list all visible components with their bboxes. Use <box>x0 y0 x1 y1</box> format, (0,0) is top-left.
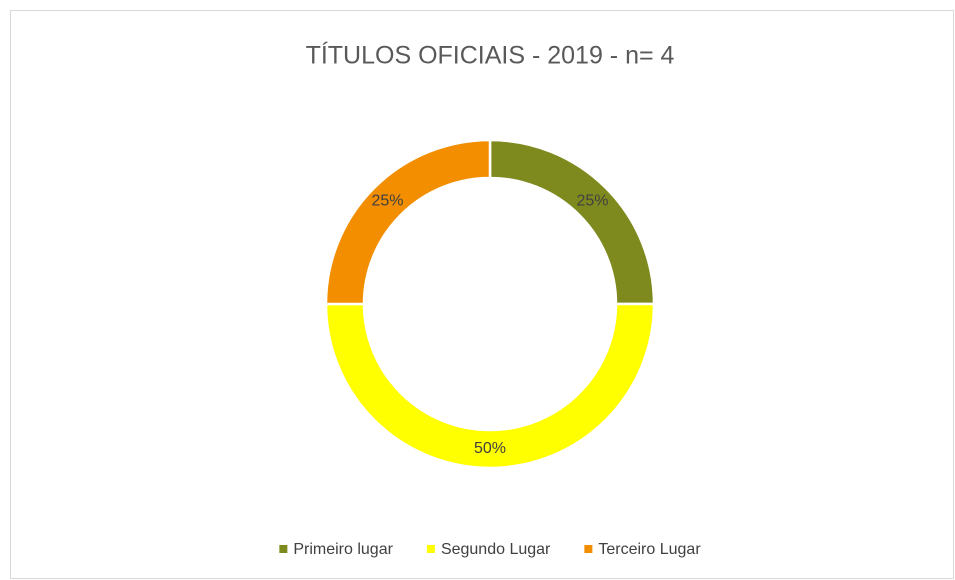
legend-label: Segundo Lugar <box>441 541 551 558</box>
chart-frame <box>10 10 954 579</box>
legend-label: Terceiro Lugar <box>598 541 701 558</box>
donut-segment <box>324 138 492 306</box>
chart-title: TÍTULOS OFICIAIS - 2019 - n= 4 <box>306 41 675 70</box>
data-label: 25% <box>577 193 609 210</box>
legend-marker <box>279 545 288 553</box>
data-label: 25% <box>371 193 403 210</box>
legend-label: Primeiro lugar <box>293 541 393 558</box>
legend-marker <box>584 545 593 553</box>
data-label: 50% <box>474 440 506 457</box>
donut-segment <box>324 302 656 470</box>
legend-marker <box>426 545 435 553</box>
